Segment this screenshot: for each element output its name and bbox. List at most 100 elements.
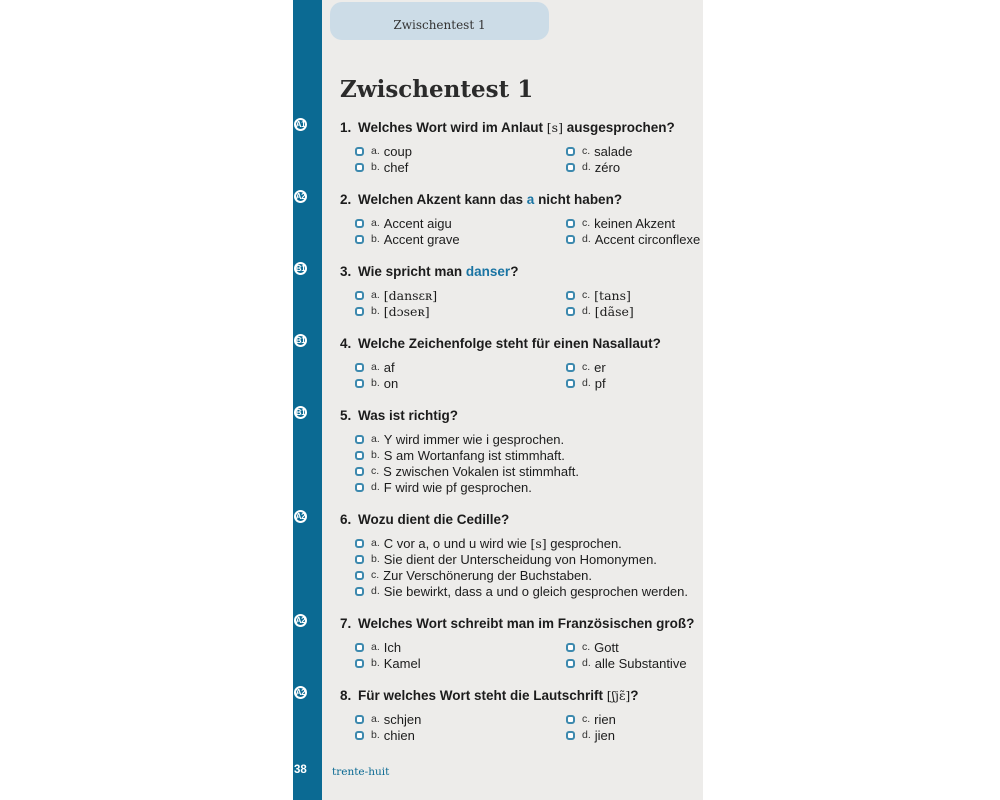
answer-option-5d[interactable]: d. F wird wie pf gesprochen. bbox=[355, 479, 703, 495]
answer-option-3b[interactable]: b. [dɔseʀ] bbox=[355, 303, 566, 319]
phonetic-text: [dɔseʀ] bbox=[383, 303, 430, 319]
checkbox[interactable] bbox=[566, 218, 575, 228]
checkbox[interactable] bbox=[355, 482, 364, 492]
text-segment: Welches Wort schreibt man im Französisch… bbox=[358, 616, 695, 631]
answer-option-1c[interactable]: c. salade bbox=[566, 143, 703, 159]
checkbox[interactable] bbox=[566, 162, 575, 172]
answer-option-2a[interactable]: a. Accent aigu bbox=[355, 215, 566, 231]
checkbox[interactable] bbox=[566, 714, 575, 724]
phonetic-text: [ʃjɛ̃] bbox=[606, 688, 631, 703]
checkbox[interactable] bbox=[355, 146, 364, 156]
option-letter: c. bbox=[371, 569, 380, 581]
answer-option-1a[interactable]: a. coup bbox=[355, 143, 566, 159]
text-segment: salade bbox=[594, 143, 633, 159]
level-badge: B1 bbox=[294, 334, 307, 347]
checkbox[interactable] bbox=[355, 450, 364, 460]
checkbox[interactable] bbox=[355, 658, 364, 668]
checkbox[interactable] bbox=[566, 730, 575, 740]
answer-option-4c[interactable]: c. er bbox=[566, 359, 703, 375]
text-segment: Welche Zeichenfolge steht für einen Nasa… bbox=[358, 336, 661, 351]
checkbox[interactable] bbox=[355, 306, 364, 316]
option-letter: a. bbox=[371, 361, 380, 373]
chapter-tab[interactable]: Zwischentest 1 bbox=[330, 2, 549, 40]
checkbox[interactable] bbox=[355, 642, 364, 652]
option-letter: b. bbox=[371, 449, 380, 461]
checkbox[interactable] bbox=[355, 162, 364, 172]
answer-option-8a[interactable]: a. schjen bbox=[355, 711, 566, 727]
checkbox[interactable] bbox=[355, 586, 364, 596]
answer-option-7c[interactable]: c. Gott bbox=[566, 639, 703, 655]
text-segment: Sie dient der Unterscheidung von Homonym… bbox=[383, 551, 657, 567]
answer-option-1d[interactable]: d. zéro bbox=[566, 159, 703, 175]
question-title: 1. Welches Wort wird im Anlaut [s] ausges… bbox=[340, 119, 703, 136]
checkbox[interactable] bbox=[566, 658, 575, 668]
answer-option-3d[interactable]: d. [dãse] bbox=[566, 303, 703, 319]
checkbox[interactable] bbox=[355, 714, 364, 724]
answer-option-6a[interactable]: a. C vor a, o und u wird wie [s] gesproch… bbox=[355, 535, 703, 551]
answer-option-8b[interactable]: b. chien bbox=[355, 727, 566, 743]
answer-options: a. af b. on c. er d. pf bbox=[355, 359, 703, 391]
text-segment: Accent circonflexe bbox=[594, 231, 701, 247]
text-segment: F wird wie pf gesprochen. bbox=[383, 479, 532, 495]
page-number: 38 bbox=[294, 764, 307, 776]
answer-option-7a[interactable]: a. Ich bbox=[355, 639, 566, 655]
question-1: A1 1. Welches Wort wird im Anlaut [s] ausg… bbox=[294, 118, 703, 175]
option-letter: b. bbox=[371, 161, 380, 173]
option-letter: c. bbox=[582, 145, 591, 157]
answer-option-5b[interactable]: b. S am Wortanfang ist stimmhaft. bbox=[355, 447, 703, 463]
answer-option-7b[interactable]: b. Kamel bbox=[355, 655, 566, 671]
text-segment: chef bbox=[383, 159, 409, 175]
answer-option-2b[interactable]: b. Accent grave bbox=[355, 231, 566, 247]
answer-option-3a[interactable]: a. [dansɛʀ] bbox=[355, 287, 566, 303]
text-segment: Zur Verschönerung der Buchstaben. bbox=[383, 567, 593, 583]
checkbox[interactable] bbox=[566, 146, 575, 156]
option-text: Accent grave bbox=[384, 232, 460, 247]
question-title: 6. Wozu dient die Cedille? bbox=[340, 511, 703, 528]
checkbox[interactable] bbox=[355, 290, 364, 300]
text-segment: S am Wortanfang ist stimmhaft. bbox=[383, 447, 565, 463]
checkbox[interactable] bbox=[566, 234, 575, 244]
answer-option-6d[interactable]: d. Sie bewirkt, dass a und o gleich gespr… bbox=[355, 583, 703, 599]
level-badge: A1 bbox=[294, 118, 307, 131]
answer-option-6c[interactable]: c. Zur Verschönerung der Buchstaben. bbox=[355, 567, 703, 583]
checkbox[interactable] bbox=[355, 554, 364, 564]
answer-option-2d[interactable]: d. Accent circonflexe bbox=[566, 231, 703, 247]
checkbox[interactable] bbox=[566, 362, 575, 372]
checkbox[interactable] bbox=[355, 570, 364, 580]
answer-option-7d[interactable]: d. alle Substantive bbox=[566, 655, 703, 671]
checkbox[interactable] bbox=[355, 218, 364, 228]
answer-option-1b[interactable]: b. chef bbox=[355, 159, 566, 175]
option-text: Ich bbox=[384, 640, 401, 655]
answer-option-5c[interactable]: c. S zwischen Vokalen ist stimmhaft. bbox=[355, 463, 703, 479]
checkbox[interactable] bbox=[566, 290, 575, 300]
content-area: Zwischentest 1 Zwischentest 1 A1 1. Welche… bbox=[294, 0, 703, 800]
checkbox[interactable] bbox=[566, 642, 575, 652]
answer-options: a. Accent aigu b. Accent grave c. keinen Akze… bbox=[355, 215, 703, 247]
option-text: zéro bbox=[595, 160, 620, 175]
answer-option-8c[interactable]: c. rien bbox=[566, 711, 703, 727]
questions-list: A1 1. Welches Wort wird im Anlaut [s] ausg… bbox=[294, 118, 703, 743]
answer-option-2c[interactable]: c. keinen Akzent bbox=[566, 215, 703, 231]
option-letter: b. bbox=[371, 729, 380, 741]
checkbox[interactable] bbox=[355, 434, 364, 444]
option-letter: b. bbox=[371, 233, 380, 245]
answer-option-5a[interactable]: a. Y wird immer wie i gesprochen. bbox=[355, 431, 703, 447]
answer-option-4a[interactable]: a. af bbox=[355, 359, 566, 375]
option-text: af bbox=[384, 360, 395, 375]
checkbox[interactable] bbox=[355, 378, 364, 388]
answer-option-6b[interactable]: b. Sie dient der Unterscheidung von Homon… bbox=[355, 551, 703, 567]
checkbox[interactable] bbox=[355, 466, 364, 476]
option-letter: c. bbox=[582, 361, 591, 373]
question-number: 1. bbox=[340, 120, 352, 135]
answer-option-4b[interactable]: b. on bbox=[355, 375, 566, 391]
checkbox[interactable] bbox=[355, 538, 364, 548]
checkbox[interactable] bbox=[355, 234, 364, 244]
answer-option-3c[interactable]: c. [tans] bbox=[566, 287, 703, 303]
answer-option-4d[interactable]: d. pf bbox=[566, 375, 703, 391]
checkbox[interactable] bbox=[355, 730, 364, 740]
checkbox[interactable] bbox=[566, 306, 575, 316]
answer-option-8d[interactable]: d. jien bbox=[566, 727, 703, 743]
checkbox[interactable] bbox=[566, 378, 575, 388]
checkbox[interactable] bbox=[355, 362, 364, 372]
text-segment: schjen bbox=[383, 711, 422, 727]
